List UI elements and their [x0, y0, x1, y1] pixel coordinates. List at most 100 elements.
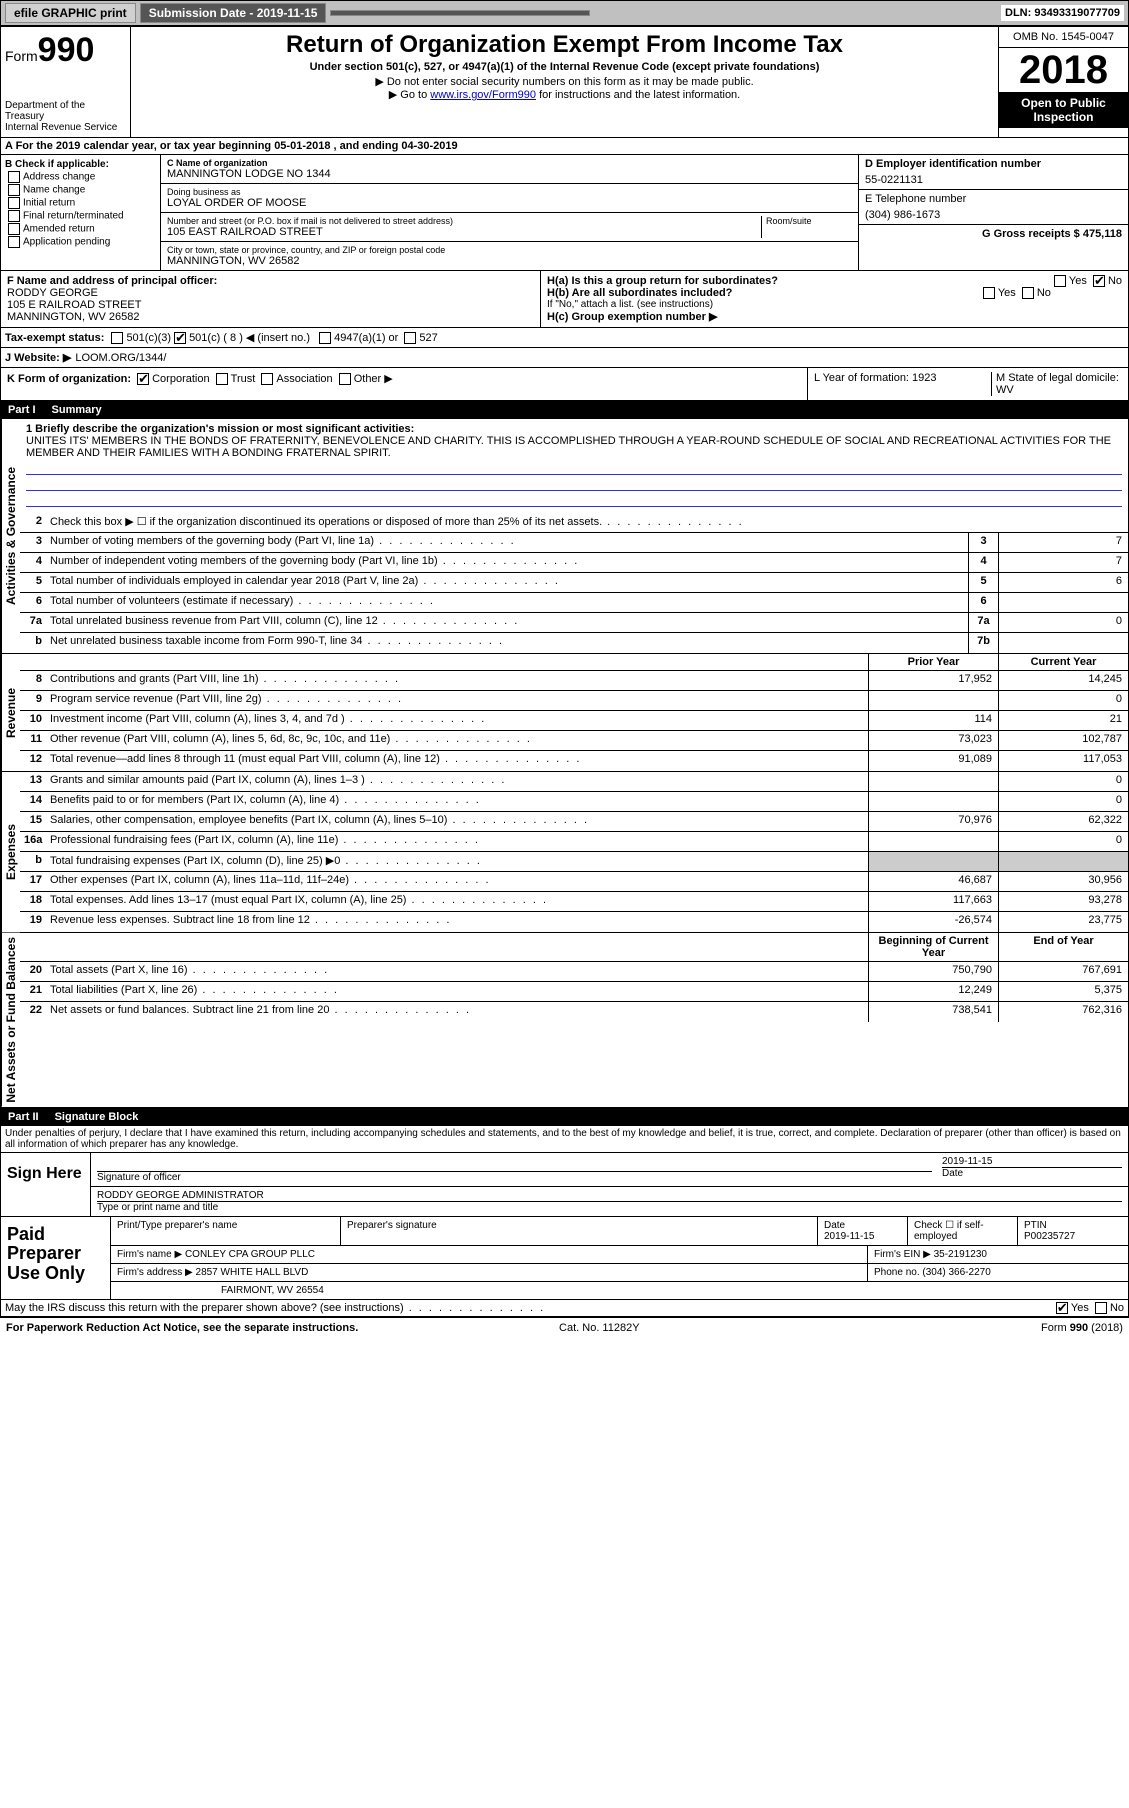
- ein-label: D Employer identification number: [865, 158, 1122, 170]
- instructions-link[interactable]: www.irs.gov/Form990: [430, 89, 536, 101]
- blue-rule: [26, 461, 1122, 475]
- check-amended[interactable]: Amended return: [5, 223, 156, 235]
- check-final-return[interactable]: Final return/terminated: [5, 210, 156, 222]
- website-value: LOOM.ORG/1344/: [75, 352, 166, 364]
- officer-city: MANNINGTON, WV 26582: [7, 311, 534, 323]
- officer-typed-name: RODDY GEORGE ADMINISTRATOR: [97, 1190, 1122, 1202]
- check-501c3[interactable]: [111, 332, 123, 344]
- table-row: 5Total number of individuals employed in…: [20, 573, 1128, 593]
- dba-value: LOYAL ORDER OF MOOSE: [167, 197, 852, 209]
- may-irs-text: May the IRS discuss this return with the…: [5, 1302, 545, 1314]
- part1-num: Part I: [8, 404, 36, 416]
- col-d-right: D Employer identification number 55-0221…: [858, 155, 1128, 270]
- paid-preparer-label: Paid Preparer Use Only: [1, 1217, 111, 1299]
- table-row: 4Number of independent voting members of…: [20, 553, 1128, 573]
- mission-question: 1 Briefly describe the organization's mi…: [26, 423, 1122, 435]
- f-h-block: F Name and address of principal officer:…: [0, 271, 1129, 328]
- side-label-revenue: Revenue: [1, 654, 20, 771]
- part2-title: Signature Block: [55, 1111, 139, 1123]
- mission-block: 1 Briefly describe the organization's mi…: [20, 419, 1128, 513]
- expenses-section: Expenses 13Grants and similar amounts pa…: [0, 772, 1129, 933]
- hc-label: H(c) Group exemption number ▶: [547, 310, 1122, 323]
- net-assets-section: Net Assets or Fund Balances Beginning of…: [0, 933, 1129, 1108]
- head-end: End of Year: [998, 933, 1128, 961]
- submission-date-button[interactable]: Submission Date - 2019-11-15: [140, 3, 327, 23]
- table-row: 11Other revenue (Part VIII, column (A), …: [20, 731, 1128, 751]
- department-label: Department of the Treasury Internal Reve…: [5, 100, 126, 133]
- table-row: 10Investment income (Part VIII, column (…: [20, 711, 1128, 731]
- signature-line[interactable]: [97, 1156, 932, 1172]
- table-row: 6Total number of volunteers (estimate if…: [20, 593, 1128, 613]
- revenue-section: Revenue Prior Year Current Year 8Contrib…: [0, 654, 1129, 772]
- table-row: 22Net assets or fund balances. Subtract …: [20, 1002, 1128, 1022]
- table-row: 3Number of voting members of the governi…: [20, 533, 1128, 553]
- firm-name: Firm's name ▶ CONLEY CPA GROUP PLLC: [111, 1246, 868, 1263]
- table-row: 8Contributions and grants (Part VIII, li…: [20, 671, 1128, 691]
- goto-prefix: ▶ Go to: [389, 89, 430, 101]
- website-label: J Website: ▶: [5, 351, 71, 364]
- note-ssn: ▶ Do not enter social security numbers o…: [135, 75, 994, 88]
- ein-value: 55-0221131: [865, 174, 1122, 186]
- may-irs-yes[interactable]: [1056, 1302, 1068, 1314]
- head-current-year: Current Year: [998, 654, 1128, 670]
- check-name-change[interactable]: Name change: [5, 184, 156, 196]
- city-value: MANNINGTON, WV 26582: [167, 255, 852, 267]
- side-label-netassets: Net Assets or Fund Balances: [1, 933, 20, 1107]
- table-row: 13Grants and similar amounts paid (Part …: [20, 772, 1128, 792]
- table-row: 21Total liabilities (Part X, line 26)12,…: [20, 982, 1128, 1002]
- goto-suffix: for instructions and the latest informat…: [536, 89, 740, 101]
- table-row: 20Total assets (Part X, line 16)750,7907…: [20, 962, 1128, 982]
- check-corporation[interactable]: [137, 373, 149, 385]
- check-other[interactable]: [339, 373, 351, 385]
- addr-label: Number and street (or P.O. box if mail i…: [167, 216, 757, 226]
- opt-501c3: 501(c)(3): [126, 332, 171, 344]
- check-association[interactable]: [261, 373, 273, 385]
- may-irs-no[interactable]: [1095, 1302, 1107, 1314]
- table-row: 7aTotal unrelated business revenue from …: [20, 613, 1128, 633]
- blue-rule: [26, 477, 1122, 491]
- col-b-checkboxes: B Check if applicable: Address change Na…: [1, 155, 161, 270]
- opt-4947: 4947(a)(1) or: [334, 332, 398, 344]
- check-application-pending[interactable]: Application pending: [5, 236, 156, 248]
- blue-rule: [26, 493, 1122, 507]
- firm-address: Firm's address ▶ 2857 WHITE HALL BLVD: [111, 1264, 868, 1281]
- gross-receipts: G Gross receipts $ 475,118: [859, 225, 1128, 243]
- city-label: City or town, state or province, country…: [167, 245, 852, 255]
- table-row: 17Other expenses (Part IX, column (A), l…: [20, 872, 1128, 892]
- check-trust[interactable]: [216, 373, 228, 385]
- check-4947[interactable]: [319, 332, 331, 344]
- row-a-tax-year: A For the 2019 calendar year, or tax yea…: [0, 138, 1129, 155]
- check-527[interactable]: [404, 332, 416, 344]
- opt-association: Association: [276, 373, 332, 385]
- side-label-expenses: Expenses: [1, 772, 20, 932]
- self-employed-check[interactable]: Check ☐ if self-employed: [908, 1217, 1018, 1245]
- date-label: Date: [942, 1168, 1122, 1179]
- check-501c[interactable]: [174, 332, 186, 344]
- preparer-date: Date 2019-11-15: [818, 1217, 908, 1245]
- revenue-col-head: Prior Year Current Year: [20, 654, 1128, 671]
- state-domicile: M State of legal domicile: WV: [992, 372, 1122, 396]
- name-title-label: Type or print name and title: [97, 1202, 1122, 1213]
- preparer-signature-label: Preparer's signature: [341, 1217, 818, 1245]
- table-row: 14Benefits paid to or for members (Part …: [20, 792, 1128, 812]
- footer-right: Form 990 (2018): [1041, 1322, 1123, 1334]
- form-header: Form990 Department of the Treasury Inter…: [0, 26, 1129, 138]
- opt-527: 527: [419, 332, 437, 344]
- head-prior-year: Prior Year: [868, 654, 998, 670]
- phone-label: E Telephone number: [865, 193, 1122, 205]
- check-address-change[interactable]: Address change: [5, 171, 156, 183]
- part-1-header: Part I Summary: [0, 401, 1129, 419]
- officer-addr: 105 E RAILROAD STREET: [7, 299, 534, 311]
- table-row: bTotal fundraising expenses (Part IX, co…: [20, 852, 1128, 872]
- hb-row: H(b) Are all subordinates included? Yes …: [547, 287, 1122, 299]
- efile-button[interactable]: efile GRAPHIC print: [5, 3, 136, 23]
- ptin: PTIN P00235727: [1018, 1217, 1128, 1245]
- check-initial-return[interactable]: Initial return: [5, 197, 156, 209]
- b-header: B Check if applicable:: [5, 159, 156, 170]
- f-label: F Name and address of principal officer:: [7, 275, 534, 287]
- room-label: Room/suite: [762, 216, 852, 238]
- firm-city: FAIRMONT, WV 26554: [111, 1282, 1128, 1299]
- ha-row: H(a) Is this a group return for subordin…: [547, 275, 1122, 287]
- paid-row-2: Firm's name ▶ CONLEY CPA GROUP PLLC Firm…: [111, 1246, 1128, 1264]
- opt-corporation: Corporation: [152, 373, 209, 385]
